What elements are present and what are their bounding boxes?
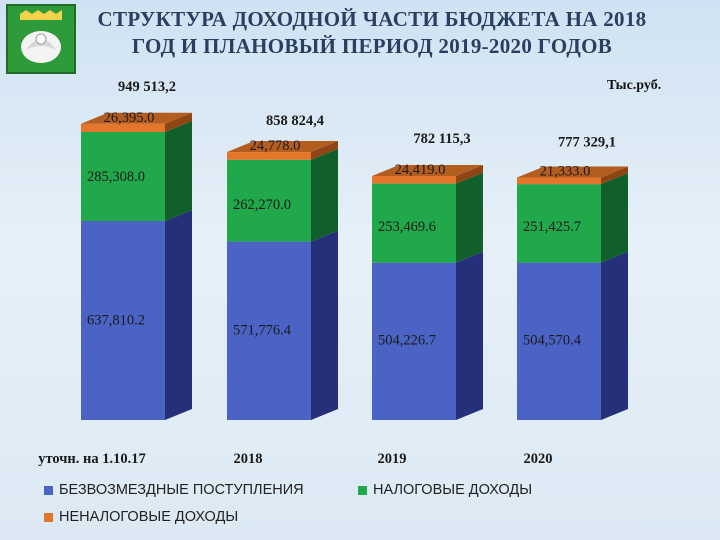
data-label-bezvozmezdnye-2: 504,226.7 (378, 332, 436, 348)
bar-nenalogovye-2 (372, 175, 456, 184)
bar-nalogovye-0 (81, 131, 165, 222)
bar-top-cap-3 (517, 166, 628, 178)
bar-side-nalogovye-0 (165, 120, 192, 222)
data-label-nenalogovye-0: 26,395.0 (104, 110, 155, 126)
bar-side-bezvozmezdnye-1 (311, 230, 338, 420)
total-label-3: 777 329,1 (558, 134, 616, 150)
bar-nalogovye-1 (227, 159, 311, 242)
bar-side-bezvozmezdnye-3 (601, 251, 628, 420)
data-label-bezvozmezdnye-0: 637,810.2 (87, 312, 145, 328)
bar-side-bezvozmezdnye-2 (456, 251, 483, 420)
total-label-1: 858 824,4 (266, 113, 324, 129)
unit-label: Тыс.руб. (607, 78, 662, 93)
bar-nenalogovye-1 (227, 152, 311, 160)
legend-label-nalogovye: НАЛОГОВЫЕ ДОХОДЫ (373, 482, 533, 498)
bar-nalogovye-3 (517, 184, 601, 263)
total-label-2: 782 115,3 (413, 131, 470, 147)
bar-side-nalogovye-3 (601, 173, 628, 263)
data-label-nalogovye-0: 285,308.0 (87, 169, 145, 185)
bar-nenalogovye-3 (517, 177, 601, 185)
bar-bezvozmezdnye-0 (81, 221, 165, 420)
category-label-2: 2019 (378, 451, 407, 467)
bar-top-cap-1 (227, 141, 338, 153)
legend-item-bezvozmezdnye: БЕЗВОЗМЕЗДНЫЕ ПОСТУПЛЕНИЯ (44, 482, 304, 498)
data-label-nalogovye-2: 253,469.6 (378, 219, 436, 235)
bar-side-nalogovye-1 (311, 148, 338, 242)
bar-nalogovye-2 (372, 183, 456, 263)
bar-side-nenalogovye-3 (601, 166, 628, 185)
category-label-0: уточн. на 1.10.17 (38, 451, 146, 467)
title-line-2: ГОД И ПЛАНОВЫЙ ПЕРИОД 2019-2020 ГОДОВ (131, 34, 613, 58)
bar-side-nenalogovye-1 (311, 141, 338, 160)
bar-side-nalogovye-2 (456, 172, 483, 263)
legend-item-nenalogovye: НЕНАЛОГОВЫЕ ДОХОДЫ (44, 509, 238, 525)
data-label-nenalogovye-2: 24,419.0 (395, 162, 446, 178)
coat-of-arms-logo (6, 4, 76, 74)
bar-side-nenalogovye-2 (456, 164, 483, 184)
data-label-nenalogovye-1: 24,778.0 (250, 138, 301, 154)
data-label-nalogovye-3: 251,425.7 (523, 219, 581, 235)
title-line-1: СТРУКТУРА ДОХОДНОЙ ЧАСТИ БЮДЖЕТА НА 2018 (97, 7, 647, 31)
bar-top-cap-0 (81, 112, 192, 124)
category-label-1: 2018 (234, 451, 263, 467)
total-label-0: 949 513,2 (118, 79, 176, 95)
bar-top-cap-2 (372, 164, 483, 176)
legend-swatch-blue (44, 485, 53, 495)
data-label-nenalogovye-3: 21,333.0 (540, 163, 591, 179)
legend-label-bezvozmezdnye: БЕЗВОЗМЕЗДНЫЕ ПОСТУПЛЕНИЯ (59, 482, 304, 498)
data-label-bezvozmezdnye-3: 504,570.4 (523, 332, 582, 348)
legend-swatch-green (358, 485, 367, 495)
bar-side-nenalogovye-0 (165, 112, 192, 132)
bar-bezvozmezdnye-3 (517, 262, 601, 420)
legend-item-nalogovye: НАЛОГОВЫЕ ДОХОДЫ (358, 482, 532, 498)
bar-nenalogovye-0 (81, 123, 165, 132)
page-title: СТРУКТУРА ДОХОДНОЙ ЧАСТИ БЮДЖЕТА НА 2018… (92, 6, 652, 60)
legend-swatch-orange (44, 512, 53, 522)
data-label-nalogovye-1: 262,270.0 (233, 197, 291, 213)
bar-bezvozmezdnye-2 (372, 262, 456, 420)
category-label-3: 2020 (524, 451, 553, 467)
bar-side-bezvozmezdnye-0 (165, 210, 192, 420)
bar-bezvozmezdnye-1 (227, 241, 311, 420)
legend-label-nenalogovye: НЕНАЛОГОВЫЕ ДОХОДЫ (59, 509, 239, 525)
data-label-bezvozmezdnye-1: 571,776.4 (233, 322, 292, 338)
